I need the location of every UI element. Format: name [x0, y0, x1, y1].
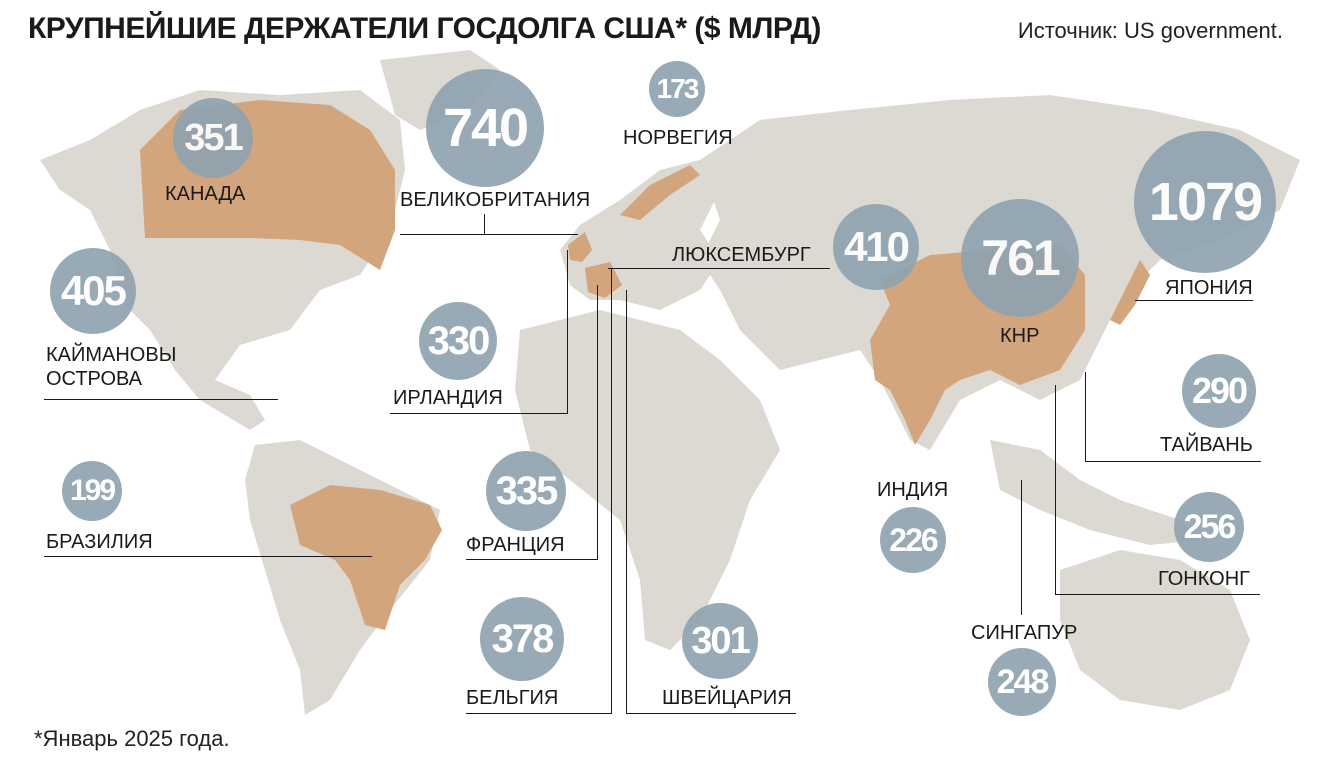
bubble-japan: 1079 [1134, 131, 1276, 273]
footnote: *Январь 2025 года. [34, 726, 230, 751]
label-hongkong: ГОНКОНГ [1158, 568, 1250, 590]
label-ireland: ИРЛАНДИЯ [393, 387, 503, 409]
value-singapore: 248 [996, 662, 1050, 701]
leader-line-ireland-h [390, 413, 568, 414]
uk-shape [568, 232, 592, 262]
value-france: 335 [495, 468, 559, 513]
value-brazil: 199 [69, 474, 116, 507]
leader-line-taiwan-v [1085, 372, 1086, 461]
leader-line-uk-h [400, 234, 578, 235]
value-norway: 173 [656, 73, 700, 104]
leader-line-brazil [44, 556, 372, 557]
bubble-norway: 173 [649, 61, 705, 117]
japan-shape [1110, 260, 1150, 325]
bubble-ireland: 330 [419, 302, 497, 380]
value-switzerland: 301 [691, 619, 750, 662]
bubble-switzerland: 301 [682, 603, 758, 679]
sea-islands-land [990, 440, 1200, 545]
australia-land [1060, 550, 1250, 710]
value-japan: 1079 [1148, 172, 1263, 232]
leader-line-hk-h [1055, 594, 1260, 595]
label-switzerland: ШВЕЙЦАРИЯ [662, 687, 792, 709]
bubble-taiwan: 290 [1182, 354, 1256, 428]
france-shape [585, 262, 622, 298]
label-japan: ЯПОНИЯ [1165, 277, 1253, 299]
value-uk: 740 [442, 98, 529, 158]
leader-line-uk-v [484, 214, 485, 234]
value-ireland: 330 [427, 318, 491, 363]
leader-line-japan [1135, 300, 1253, 301]
leader-line-hk-v [1055, 385, 1056, 594]
label-brazil: БРАЗИЛИЯ [46, 531, 153, 553]
value-luxembourg: 410 [843, 223, 910, 270]
leader-line-taiwan-h [1085, 461, 1261, 462]
label-china: КНР [1000, 325, 1040, 347]
leader-line-cayman [44, 399, 278, 400]
label-luxembourg: ЛЮКСЕМБУРГ [672, 244, 811, 266]
value-canada: 351 [184, 116, 243, 159]
map-title: КРУПНЕЙШИЕ ДЕРЖАТЕЛИ ГОСДОЛГА США* ($ МЛ… [28, 12, 821, 45]
leader-line-france-h [466, 559, 598, 560]
leader-line-singapore-v [1021, 480, 1022, 615]
leader-line-switz-v [626, 290, 627, 713]
label-cayman: КАЙМАНОВЫ ОСТРОВА [46, 344, 177, 390]
south-america-land [245, 440, 440, 715]
value-india: 226 [889, 521, 938, 558]
leader-line-ireland-v [567, 250, 568, 413]
label-taiwan: ТАЙВАНЬ [1160, 434, 1253, 456]
value-taiwan: 290 [1191, 370, 1248, 411]
leader-line-lux [608, 268, 830, 269]
bubble-brazil: 199 [62, 461, 122, 521]
bubble-uk: 740 [426, 69, 544, 187]
norway-shape [620, 165, 700, 220]
bubble-cayman: 405 [50, 248, 136, 334]
label-belgium: БЕЛЬГИЯ [466, 687, 559, 709]
bubble-belgium: 378 [480, 597, 564, 681]
africa-land [515, 310, 780, 650]
value-cayman: 405 [60, 267, 127, 314]
leader-line-switz-h [626, 713, 796, 714]
bubble-luxembourg: 410 [833, 204, 919, 290]
label-uk: ВЕЛИКОБРИТАНИЯ [400, 189, 591, 211]
bubble-france: 335 [486, 451, 566, 531]
brazil-shape [290, 485, 442, 630]
bubble-singapore: 248 [988, 648, 1056, 716]
bubble-hongkong: 256 [1174, 492, 1244, 562]
value-china: 761 [981, 230, 1060, 286]
leader-line-belgium-h [466, 713, 612, 714]
value-belgium: 378 [491, 616, 555, 661]
highlighted-countries [140, 100, 1150, 630]
label-singapore: СИНГАПУР [971, 622, 1078, 644]
label-norway: НОРВЕГИЯ [623, 127, 733, 149]
source-note: Источник: US government. [1017, 18, 1283, 43]
bubble-canada: 351 [173, 98, 253, 178]
label-canada: КАНАДА [165, 183, 246, 205]
label-france: ФРАНЦИЯ [466, 534, 565, 556]
bubble-india: 226 [880, 507, 946, 573]
label-india: ИНДИЯ [877, 479, 949, 501]
leader-line-belgium-v [611, 268, 612, 713]
bubble-china: 761 [961, 199, 1079, 317]
value-hongkong: 256 [1183, 507, 1237, 546]
leader-line-france-v [597, 285, 598, 559]
